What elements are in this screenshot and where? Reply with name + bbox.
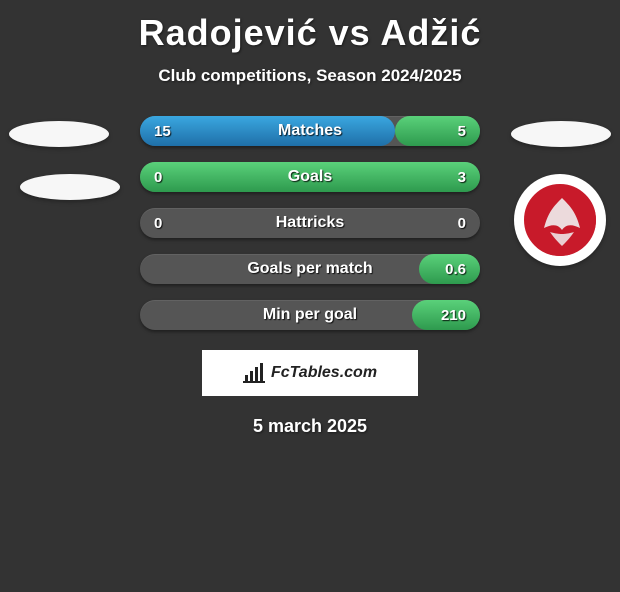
chart-icon bbox=[243, 363, 267, 383]
stat-row: Min per goal210 bbox=[140, 300, 480, 330]
club-badge-icon bbox=[522, 182, 598, 258]
stat-row: 0Goals3 bbox=[140, 162, 480, 192]
date-label: 5 march 2025 bbox=[0, 416, 620, 437]
bar-right-value: 0 bbox=[458, 208, 466, 238]
bar-right-value: 210 bbox=[441, 300, 466, 330]
stat-row: 15Matches5 bbox=[140, 116, 480, 146]
eagle-badge-icon bbox=[524, 184, 598, 258]
bar-metric-label: Min per goal bbox=[140, 300, 480, 330]
stat-row: 0Hattricks0 bbox=[140, 208, 480, 238]
player-left-bottom-ellipse bbox=[20, 174, 120, 200]
stat-row: Goals per match0.6 bbox=[140, 254, 480, 284]
brand-label: FcTables.com bbox=[271, 364, 377, 382]
player-right-top-ellipse bbox=[511, 121, 611, 147]
bar-metric-label: Matches bbox=[140, 116, 480, 146]
brand-box: FcTables.com bbox=[202, 350, 418, 396]
player-left-top-ellipse bbox=[9, 121, 109, 147]
bar-metric-label: Goals bbox=[140, 162, 480, 192]
comparison-arena: 15Matches50Goals30Hattricks0Goals per ma… bbox=[0, 116, 620, 330]
page-title: Radojević vs Adžić bbox=[0, 12, 620, 54]
bar-metric-label: Hattricks bbox=[140, 208, 480, 238]
stat-bars: 15Matches50Goals30Hattricks0Goals per ma… bbox=[140, 116, 480, 330]
bar-right-value: 5 bbox=[458, 116, 466, 146]
subtitle: Club competitions, Season 2024/2025 bbox=[0, 66, 620, 86]
bar-right-value: 3 bbox=[458, 162, 466, 192]
player-right-club-logo bbox=[514, 174, 606, 266]
bar-metric-label: Goals per match bbox=[140, 254, 480, 284]
bar-right-value: 0.6 bbox=[445, 254, 466, 284]
